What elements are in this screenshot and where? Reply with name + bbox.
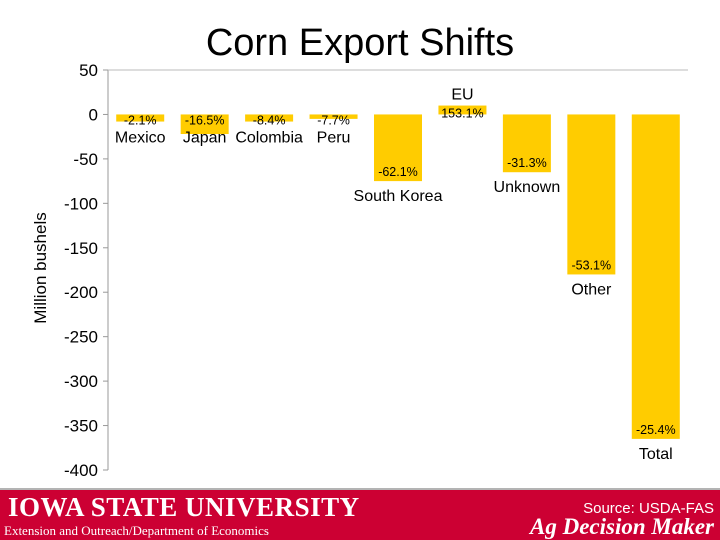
category-label: Japan [183,129,227,146]
bars-group [116,105,680,439]
y-tick-label: -200 [64,283,98,302]
category-label: Total [639,446,673,463]
bar-eu [438,105,487,115]
y-tick-label: -350 [64,417,98,436]
slide-title: Corn Export Shifts [205,22,515,64]
y-tick-label: -150 [64,239,98,258]
labels-group: -2.1% Mexico -16.5% Japan -8.4% Colombia -7.7%… [115,87,676,463]
bar-peru [309,114,358,119]
data-label: -62.1% [378,165,418,179]
university-wordmark: IOWA STATE UNIVERSITY [8,492,360,522]
y-tick-label: -400 [64,461,98,480]
footer-bar: IOWA STATE UNIVERSITY Extension and Outr… [0,490,720,540]
y-tick-label: -250 [64,328,98,347]
bar-colombia [245,114,294,122]
y-axis-title: Million bushels [31,212,50,324]
category-label: Peru [317,129,351,146]
y-axis-ticks: 50 0 -50 -100 -150 -200 -250 -300 -350 -400 [64,61,108,480]
data-label: -7.7% [317,113,350,127]
data-label: -31.3% [507,156,547,170]
bar-japan [180,114,229,134]
department-line: Extension and Outreach/Department of Eco… [4,523,269,538]
footer-divider [0,488,720,490]
data-label: 153.1% [441,107,483,121]
brand-label: Ag Decision Maker [530,514,714,539]
bar-unknown [502,114,551,173]
corn-export-chart: 50 0 -50 -100 -150 -200 -250 -300 -350 -400 -2.1%… [31,61,688,480]
data-label: -8.4% [253,113,286,127]
data-label: -16.5% [185,113,225,127]
y-tick-label: -300 [64,372,98,391]
bar-south-korea [374,114,422,182]
data-label: -2.1% [124,113,157,127]
category-label: EU [451,87,473,104]
category-label: South Korea [354,188,443,205]
bar-other [567,114,616,275]
bar-total [631,114,680,439]
y-tick-label: -100 [64,194,98,213]
y-tick-label: 50 [79,61,98,80]
bar-mexico [116,114,165,122]
y-tick-label: -50 [73,150,98,169]
category-label: Unknown [494,179,561,196]
data-label: -53.1% [572,258,612,272]
category-label: Other [571,281,612,298]
source-label: Source: USDA-FAS [583,500,714,517]
category-label: Colombia [235,129,303,146]
y-tick-label: 0 [89,105,98,124]
data-label: -25.4% [636,423,676,437]
category-label: Mexico [115,129,166,146]
